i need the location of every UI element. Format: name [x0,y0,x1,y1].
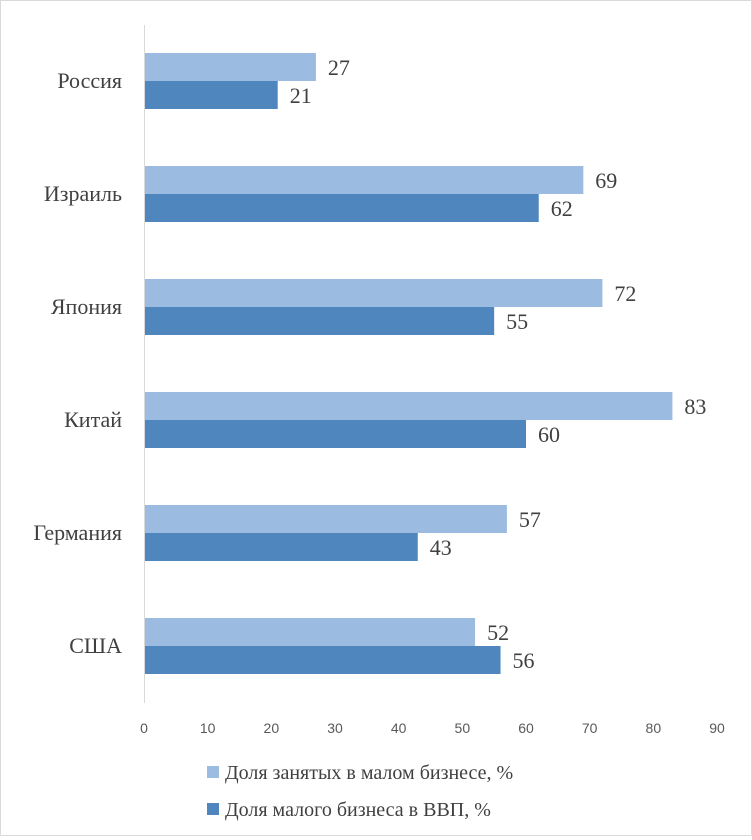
bar-s0-5 [145,618,476,646]
data-label-s1-3: 60 [538,422,560,447]
x-tick-label-4: 40 [391,720,407,736]
bar-s0-3 [145,392,673,420]
bar-s1-5 [145,646,501,674]
category-label-0: Россия [57,68,122,93]
x-tick-label-8: 80 [646,720,662,736]
data-label-s1-4: 43 [430,535,452,560]
data-label-s0-3: 83 [684,394,706,419]
data-label-s1-2: 55 [506,309,528,334]
data-label-s0-2: 72 [614,281,636,306]
data-label-s1-1: 62 [551,196,573,221]
bar-s1-2 [145,307,495,335]
category-label-4: Германия [33,520,122,545]
bar-s0-2 [145,279,603,307]
bar-s1-3 [145,420,526,448]
legend-label-1: Доля малого бизнеса в ВВП, % [225,799,491,821]
data-label-s0-0: 27 [328,55,350,80]
category-label-3: Китай [64,407,122,432]
data-label-s0-5: 52 [487,620,509,645]
data-label-s0-1: 69 [595,168,617,193]
data-label-s0-4: 57 [519,507,541,532]
category-label-1: Израиль [44,181,122,206]
x-tick-label-1: 10 [200,720,216,736]
bar-s1-4 [145,533,418,561]
x-tick-label-5: 50 [455,720,471,736]
bar-s0-0 [145,53,316,81]
x-tick-label-7: 70 [582,720,598,736]
bar-s0-4 [145,505,507,533]
x-tick-label-6: 60 [518,720,534,736]
bar-s1-1 [145,194,539,222]
category-label-5: США [69,633,122,658]
legend-label-0: Доля занятых в малом бизнесе, % [225,762,513,784]
category-label-2: Япония [51,294,122,319]
x-tick-label-2: 20 [264,720,280,736]
legend-swatch-0 [207,766,219,778]
x-tick-label-0: 0 [140,720,148,736]
data-label-s1-5: 56 [513,648,535,673]
bar-s0-1 [145,166,584,194]
legend-swatch-1 [207,803,219,815]
data-label-s1-0: 21 [290,83,312,108]
x-tick-label-9: 90 [709,720,725,736]
bar-s1-0 [145,81,278,109]
x-tick-label-3: 30 [327,720,343,736]
